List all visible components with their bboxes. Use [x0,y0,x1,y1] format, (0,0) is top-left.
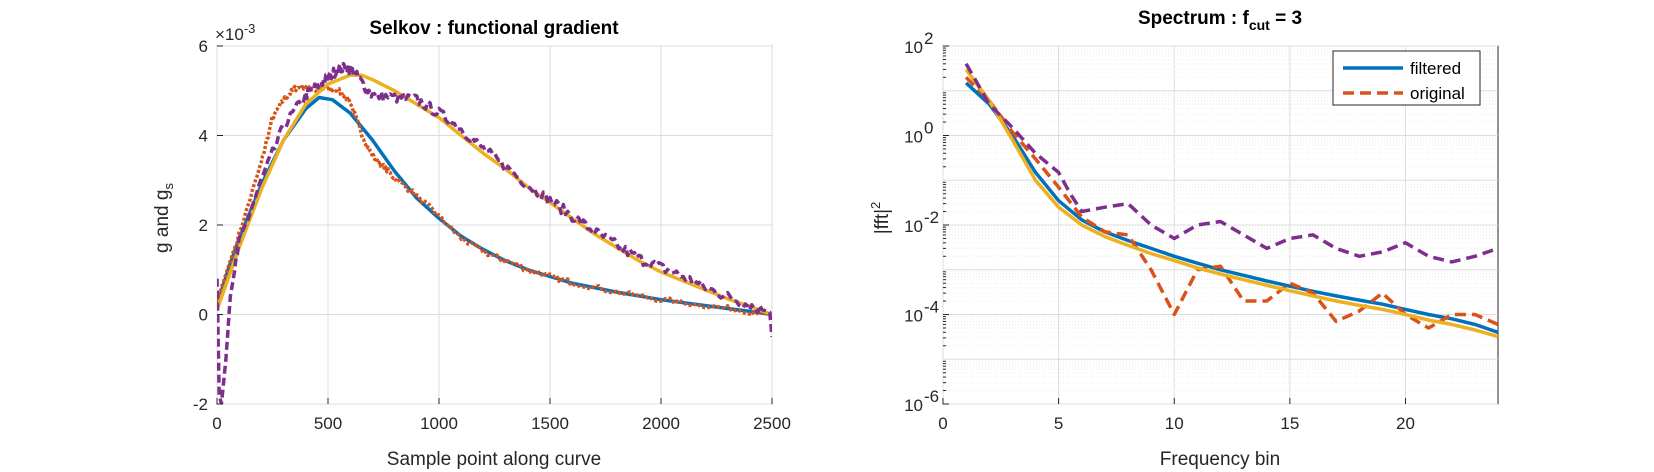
right-title-tail: = 3 [1270,8,1302,29]
left-y-tick-label: 2 [199,216,208,235]
left-y-multiplier: ×10-3 [215,21,255,44]
left-series-group [217,61,772,404]
left-chart-title: Selkov : functional gradient [369,18,619,39]
right-x-tick-label: 20 [1396,414,1415,433]
left-y-tick-label: 4 [199,127,208,146]
left-x-tick-label: 2000 [642,414,680,433]
right-y-label-sup: 2 [868,202,883,209]
right-y-tick-label: 10 [904,128,923,147]
left-x-tick-label: 0 [212,414,221,433]
right-series-group [964,62,1498,339]
right-title-main: Spectrum : f [1138,8,1250,29]
right-y-label-main: |fft| [872,209,893,234]
right-x-tick-label: 0 [938,414,947,433]
left-y-tick-label: 6 [199,37,208,56]
right-x-tick-label: 5 [1054,414,1063,433]
right-y-tick-exp: -6 [924,387,939,406]
right-x-tick-label: 10 [1165,414,1184,433]
right-series-blue-line [964,81,1498,334]
left-series-orange-line [217,83,772,317]
left-multiplier-base: ×10 [215,25,244,44]
right-series-purple-line [964,62,1498,264]
left-y-ticks: -2 0 2 4 6 [193,37,223,414]
right-y-tick-label: 10 [904,396,923,415]
right-y-tick-exp: -2 [924,208,939,227]
left-y-label-main: g and g [152,190,173,253]
right-chart-title: Spectrum : fcut = 3 [1138,8,1302,33]
left-x-tick-label: 500 [314,414,342,433]
left-x-tick-label: 2500 [753,414,791,433]
right-y-axis-label: |fft|2 [868,202,893,235]
right-x-axis-label: Frequency bin [1160,449,1280,470]
left-multiplier-exp: -3 [244,21,256,36]
right-x-ticks: 0 5 10 15 20 [938,398,1415,433]
left-y-tick-label: 0 [199,306,208,325]
legend-label-filtered: filtered [1410,59,1461,78]
left-x-axis-label: Sample point along curve [387,449,601,470]
right-y-tick-label: 10 [904,38,923,57]
left-series-yellow-line [217,73,772,317]
right-series-orange-line [964,76,1498,330]
legend-box [1332,50,1481,106]
right-y-tick-label: 10 [904,307,923,326]
right-y-tick-label: 10 [904,217,923,236]
right-series-yellow-line [964,68,1498,339]
legend-label-original: original [1410,84,1465,103]
right-y-tick-exp: 2 [924,29,933,48]
left-x-tick-label: 1000 [420,414,458,433]
left-x-tick-label: 1500 [531,414,569,433]
legend: filtered original [1332,50,1481,106]
left-y-label-sub: s [161,183,176,190]
left-y-tick-label: -2 [193,395,208,414]
right-y-tick-exp: 0 [924,119,933,138]
right-title-sub: cut [1249,17,1270,33]
right-y-tick-exp: -4 [924,298,939,317]
right-x-tick-label: 15 [1280,414,1299,433]
left-y-axis-label: g and gs [152,183,176,253]
left-x-ticks: 0 500 1000 1500 2000 2500 [212,398,791,433]
